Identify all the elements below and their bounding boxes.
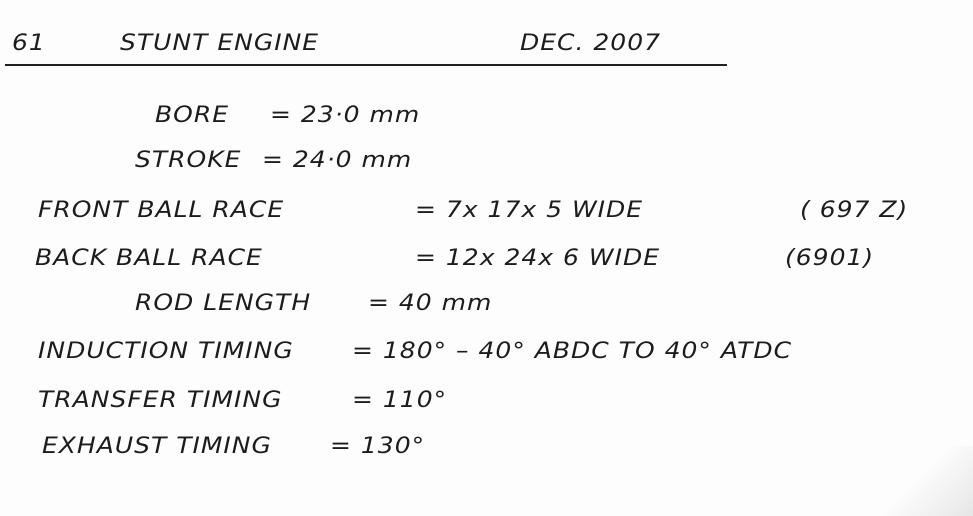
front-ball-race-value: = 7x 17x 5 WIDE [415, 196, 644, 223]
back-ball-race-value: = 12x 24x 6 WIDE [415, 244, 660, 271]
front-ball-race-note: ( 697 Z) [800, 196, 909, 223]
rod-length-label: ROD LENGTH [135, 289, 312, 316]
front-ball-race-label: FRONT BALL RACE [38, 196, 285, 223]
date: DEC. 2007 [520, 29, 662, 56]
transfer-timing-value: = 110° [352, 386, 448, 413]
rod-length-value: = 40 mm [368, 289, 493, 316]
stroke-label: STROKE [135, 146, 242, 173]
bore-label: BORE [155, 101, 229, 128]
exhaust-timing-label: EXHAUST TIMING [42, 432, 272, 459]
back-ball-race-label: BACK BALL RACE [35, 244, 263, 271]
induction-timing-value: = 180° – 40° ABDC TO 40° ATDC [352, 337, 793, 364]
transfer-timing-label: TRANSFER TIMING [38, 386, 283, 413]
exhaust-timing-value: = 130° [330, 432, 426, 459]
induction-timing-label: INDUCTION TIMING [38, 337, 294, 364]
page-title: STUNT ENGINE [120, 29, 320, 56]
bore-value: = 23·0 mm [270, 101, 421, 128]
back-ball-race-note: (6901) [785, 244, 875, 271]
page-curl-shadow [883, 446, 973, 516]
header-underline [5, 64, 727, 66]
stroke-value: = 24·0 mm [262, 146, 413, 173]
page-number: 61 [12, 29, 46, 56]
